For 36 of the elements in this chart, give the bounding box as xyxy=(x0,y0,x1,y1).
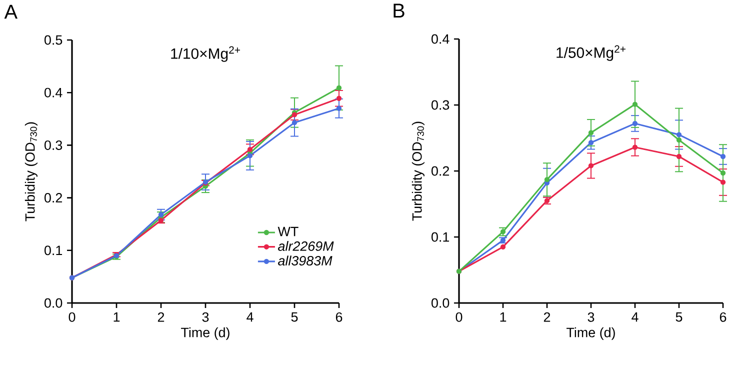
chart-title: 1/50×Mg$^{2+}$ xyxy=(556,45,626,61)
text: B xyxy=(394,4,404,18)
y-tick-label: 0.5 xyxy=(44,35,62,45)
x-tick-label: 6 xyxy=(336,312,342,322)
y-tick-label: 0.4 xyxy=(432,34,450,44)
y-tick-label: 0.0 xyxy=(44,298,62,308)
x-axis-title: Time (d) xyxy=(181,327,230,340)
x-tick-label: 6 xyxy=(720,312,726,322)
x-tick-label: 0 xyxy=(456,312,462,322)
y-tick-label: 0.3 xyxy=(432,100,450,110)
x-tick-label: 2 xyxy=(158,312,164,322)
y-tick-label: 0.3 xyxy=(44,140,62,150)
x-tick-label: 5 xyxy=(676,312,682,322)
y-tick-label: 0.2 xyxy=(44,193,62,203)
x-tick-label: 1 xyxy=(114,312,120,322)
x-tick-label: 2 xyxy=(544,312,550,322)
legend-label: all3983M xyxy=(278,256,332,266)
x-tick-label: 0 xyxy=(68,312,76,322)
x-tick-label: 3 xyxy=(202,312,209,322)
x-tick-label: 4 xyxy=(632,312,638,322)
x-axis-title: Time (d) xyxy=(566,327,615,340)
x-tick-label: 4 xyxy=(246,312,254,322)
y-tick-label: 0.4 xyxy=(44,88,62,98)
y-tick-label: 0.1 xyxy=(432,232,450,242)
chart-title: 1/10×Mg$^{2+}$ xyxy=(171,46,240,62)
legend-label: alr2269M xyxy=(278,241,334,251)
text: A xyxy=(4,4,18,19)
y-axis-title: Turbidity (OD$_{730}$) xyxy=(412,122,424,221)
x-tick-label: 5 xyxy=(291,312,298,322)
x-tick-label: 1 xyxy=(500,312,506,322)
x-tick-label: 3 xyxy=(588,312,594,322)
y-tick-label: 0.1 xyxy=(44,246,62,256)
y-axis-title: Turbidity (OD$_{730}$) xyxy=(24,122,38,222)
legend-label: WT xyxy=(278,226,298,236)
y-tick-label: 0.0 xyxy=(432,298,450,308)
y-tick-label: 0.2 xyxy=(432,166,450,176)
